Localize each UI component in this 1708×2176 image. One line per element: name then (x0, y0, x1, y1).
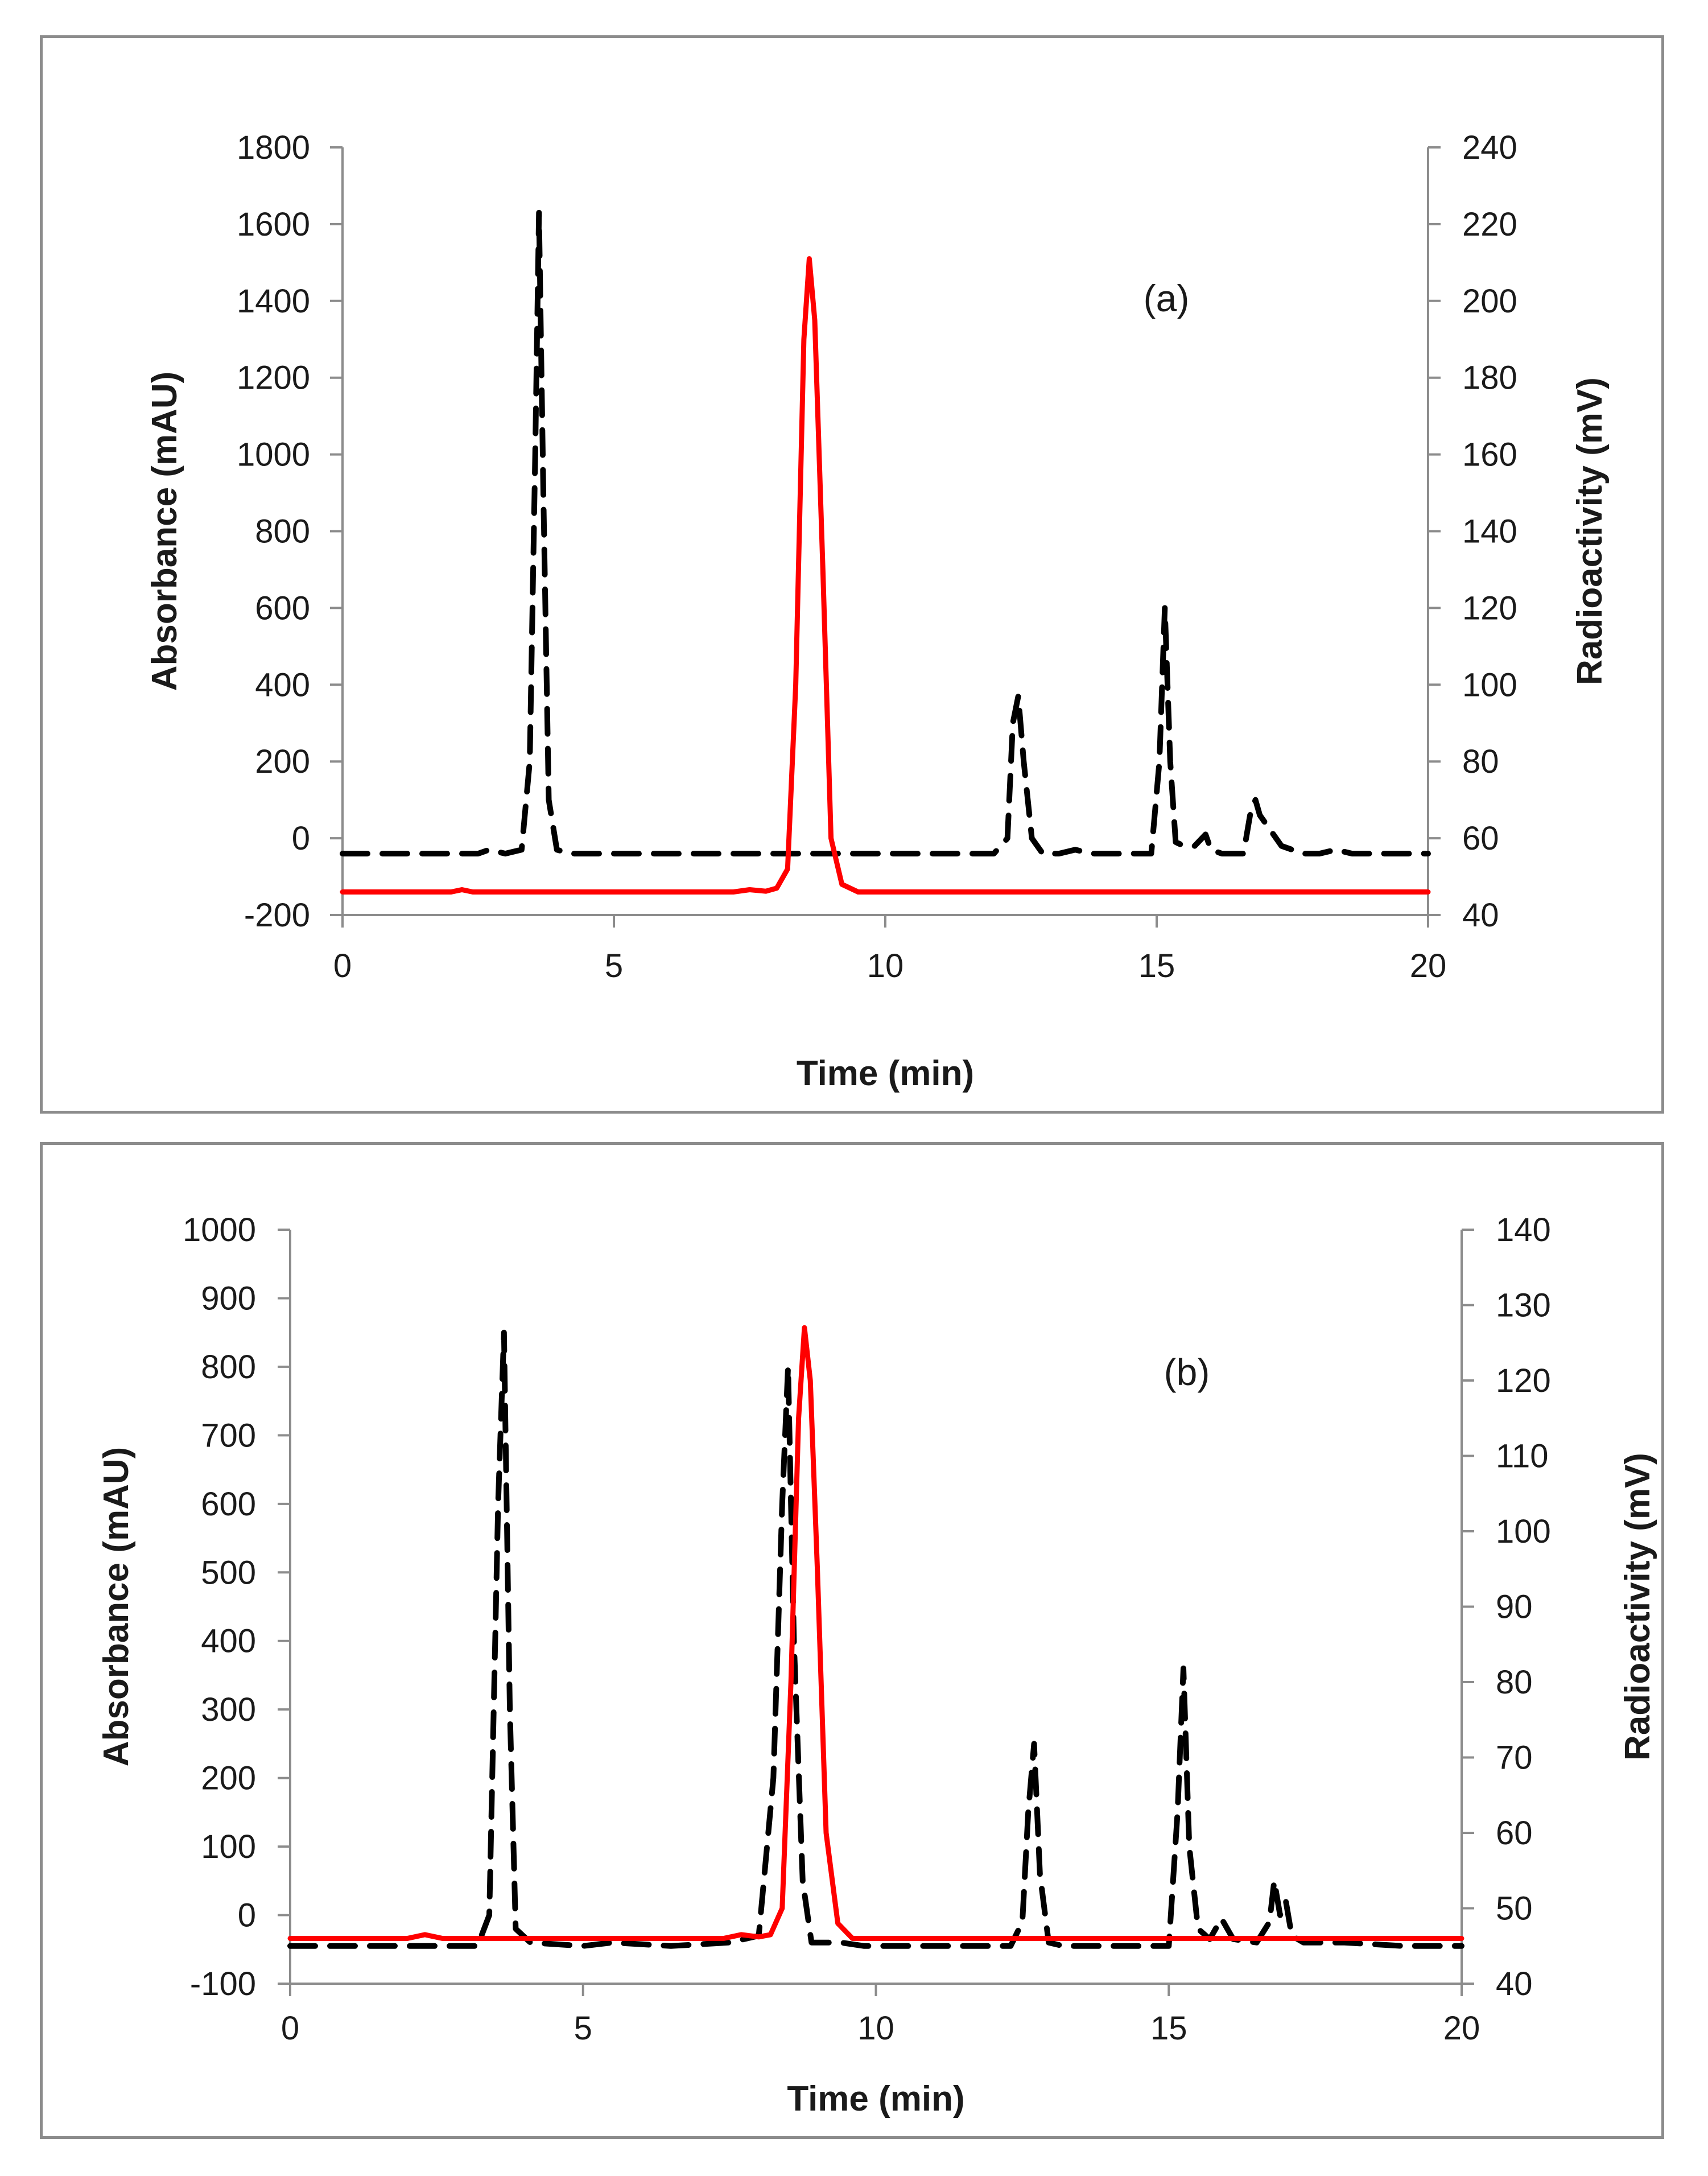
left-y-axis-title: Absorbance (mAU) (97, 1447, 136, 1767)
left-y-tick-label: 1600 (237, 206, 310, 243)
x-tick-label: 5 (574, 2010, 592, 2047)
right-y-tick-label: 160 (1462, 436, 1517, 473)
absorbance-series-line (287, 1329, 1464, 1949)
x-tick-label: 20 (1443, 2010, 1480, 2047)
right-y-tick-label: 120 (1496, 1362, 1551, 1399)
right-y-tick-label: 60 (1496, 1815, 1533, 1852)
right-y-tick-label: 240 (1462, 129, 1517, 166)
right-y-tick-label: 100 (1462, 666, 1517, 703)
left-y-tick-label: -200 (244, 897, 310, 934)
x-tick-label: 20 (1410, 947, 1447, 984)
right-y-tick-label: 80 (1462, 743, 1499, 780)
left-y-tick-label: 0 (238, 1897, 256, 1934)
right-y-tick-label: 40 (1462, 897, 1499, 934)
left-y-tick-label: 300 (201, 1691, 256, 1728)
absorbance-series-line (340, 209, 1431, 857)
right-y-tick-label: 140 (1462, 513, 1517, 550)
x-axis-title: Time (min) (797, 1054, 974, 1093)
right-y-tick-label: 50 (1496, 1890, 1533, 1927)
right-y-tick-label: 180 (1462, 360, 1517, 397)
x-tick-label: 5 (605, 947, 623, 984)
x-tick-label: 0 (281, 2010, 299, 2047)
chart-panel-a: -200 0 200 400 600 800 1000 1200 1400 1600 1800 40 6… (40, 35, 1664, 1114)
left-y-tick-label: 700 (201, 1417, 256, 1454)
x-axis-title: Time (min) (787, 2079, 964, 2119)
right-y-tick-label: 200 (1462, 283, 1517, 320)
left-y-tick-label: 1200 (237, 360, 310, 397)
left-y-tick-label: 600 (255, 590, 310, 627)
right-y-tick-label: 130 (1496, 1287, 1551, 1324)
left-y-tick-label: -100 (190, 1965, 256, 2002)
right-y-tick-label: 70 (1496, 1740, 1533, 1777)
left-y-tick-label: 1800 (237, 129, 310, 166)
x-tick-label: 10 (857, 2010, 894, 2047)
left-y-tick-label: 500 (201, 1554, 256, 1591)
right-y-axis-title: Radioactivity (mV) (1570, 377, 1610, 685)
right-y-tick-label: 60 (1462, 820, 1499, 857)
right-y-axis-title: Radioactivity (mV) (1618, 1453, 1657, 1761)
left-y-tick-label: 200 (255, 743, 310, 780)
right-y-tick-label: 80 (1496, 1664, 1533, 1701)
left-y-tick-label: 0 (292, 820, 310, 857)
chart-panel-b: -100 0 100 200 300 400 500 600 700 800 900 1000 40 50… (40, 1142, 1664, 2139)
left-y-tick-label: 900 (201, 1280, 256, 1317)
radioactivity-series-line (340, 256, 1431, 895)
x-tick-label: 10 (867, 947, 904, 984)
left-y-tick-label: 1000 (237, 436, 310, 473)
left-y-tick-label: 800 (201, 1349, 256, 1386)
left-y-axis-title: Absorbance (mAU) (145, 372, 184, 691)
right-y-tick-label: 90 (1496, 1589, 1533, 1626)
left-y-tick-label: 100 (201, 1828, 256, 1865)
x-tick-label: 15 (1138, 947, 1175, 984)
radioactivity-series-line (287, 1325, 1464, 1941)
left-y-tick-label: 600 (201, 1486, 256, 1523)
x-tick-label: 0 (333, 947, 352, 984)
x-tick-label: 15 (1150, 2010, 1187, 2047)
right-y-tick-label: 40 (1496, 1965, 1533, 2002)
panel-label: (b) (1164, 1351, 1210, 1393)
panel-label: (a) (1144, 277, 1190, 319)
left-y-tick-label: 200 (201, 1760, 256, 1797)
left-y-tick-label: 1400 (237, 283, 310, 320)
right-y-tick-label: 100 (1496, 1513, 1551, 1550)
right-y-tick-label: 140 (1496, 1211, 1551, 1248)
chart-b-svg: -100010020030040050060070080090010004050… (97, 1211, 1657, 2119)
left-y-tick-label: 400 (255, 666, 310, 703)
left-y-tick-label: 1000 (183, 1211, 256, 1248)
left-y-tick-label: 800 (255, 513, 310, 550)
right-y-tick-label: 220 (1462, 206, 1517, 243)
right-y-tick-label: 110 (1496, 1438, 1548, 1475)
left-y-tick-label: 400 (201, 1623, 256, 1660)
chart-a-svg: -200020040060080010001200140016001800406… (145, 129, 1610, 1093)
right-y-tick-label: 120 (1462, 590, 1517, 627)
